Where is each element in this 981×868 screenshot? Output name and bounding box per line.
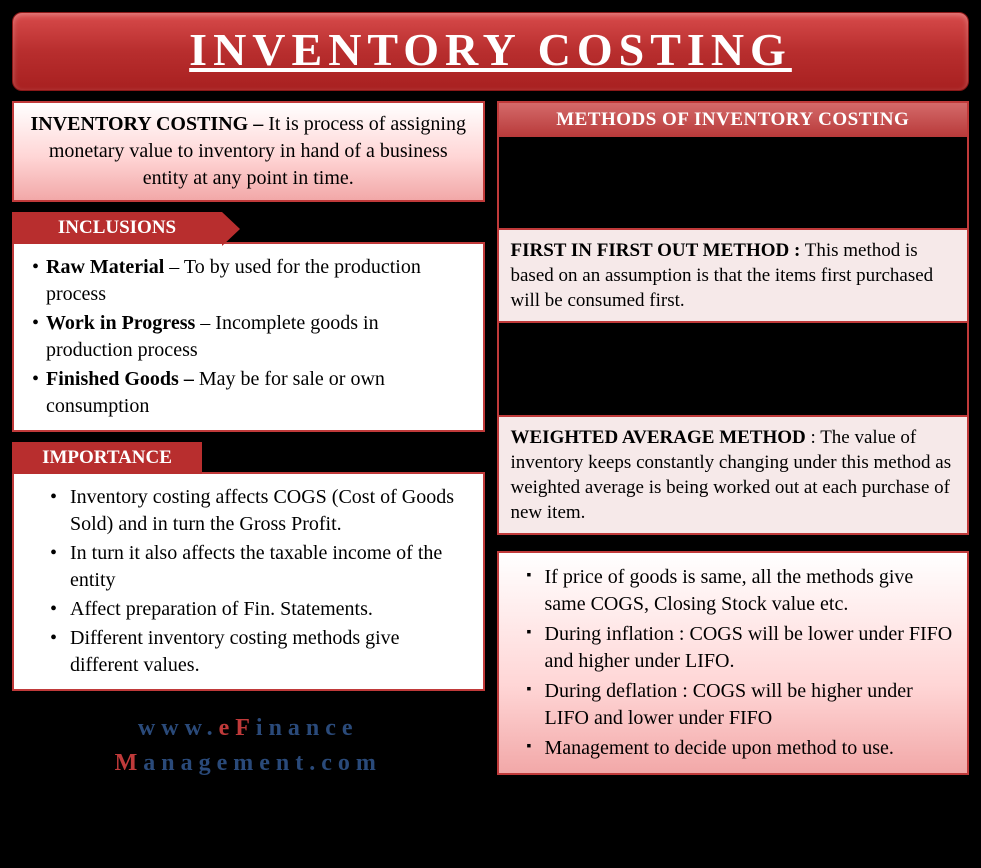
brand-line-2: Management.com (12, 746, 485, 781)
page-title: INVENTORY COSTING (13, 23, 968, 76)
method-row: LAST IN FIRST OUT METHOD : It is opposit… (497, 323, 970, 416)
notes-box: If price of goods is same, all the metho… (497, 551, 970, 775)
list-item: Work in Progress – Incomplete goods in p… (32, 310, 469, 364)
columns: INVENTORY COSTING – It is process of ass… (12, 101, 969, 781)
notes-list: If price of goods is same, all the metho… (513, 564, 954, 762)
importance-header: IMPORTANCE (12, 442, 202, 474)
list-item: If price of goods is same, all the metho… (527, 564, 954, 618)
inclusions-header: INCLUSIONS (12, 212, 222, 244)
intro-box: INVENTORY COSTING – It is process of ass… (12, 101, 485, 202)
list-item: In turn it also affects the taxable inco… (50, 540, 469, 594)
brand-line-1: www.eFinance (12, 711, 485, 746)
methods-section: METHODS OF INVENTORY COSTING SPECIFIC ID… (497, 101, 970, 535)
list-item: Inventory costing affects COGS (Cost of … (50, 484, 469, 538)
importance-list: Inventory costing affects COGS (Cost of … (28, 484, 469, 679)
inclusions-list: Raw Material – To by used for the produc… (28, 254, 469, 420)
right-column: METHODS OF INVENTORY COSTING SPECIFIC ID… (497, 101, 970, 781)
method-row: FIRST IN FIRST OUT METHOD : This method … (497, 230, 970, 323)
method-row: WEIGHTED AVERAGE METHOD : The value of i… (497, 417, 970, 535)
methods-header: METHODS OF INVENTORY COSTING (497, 101, 970, 137)
importance-box: Inventory costing affects COGS (Cost of … (12, 472, 485, 691)
list-item: Different inventory costing methods give… (50, 625, 469, 679)
list-item: Management to decide upon method to use. (527, 735, 954, 762)
list-item: Raw Material – To by used for the produc… (32, 254, 469, 308)
list-item: Finished Goods – May be for sale or own … (32, 366, 469, 420)
method-row: SPECIFIC IDENTIFICATION METHOD : Under t… (497, 137, 970, 230)
inclusions-box: Raw Material – To by used for the produc… (12, 242, 485, 432)
list-item: During inflation : COGS will be lower un… (527, 621, 954, 675)
brand-watermark: www.eFinance Management.com (12, 701, 485, 781)
importance-section: IMPORTANCE Inventory costing affects COG… (12, 442, 485, 691)
list-item: During deflation : COGS will be higher u… (527, 678, 954, 732)
inclusions-section: INCLUSIONS Raw Material – To by used for… (12, 212, 485, 432)
list-item: Affect preparation of Fin. Statements. (50, 596, 469, 623)
title-bar: INVENTORY COSTING (12, 12, 969, 91)
intro-bold: INVENTORY COSTING – (31, 113, 264, 135)
left-column: INVENTORY COSTING – It is process of ass… (12, 101, 485, 781)
